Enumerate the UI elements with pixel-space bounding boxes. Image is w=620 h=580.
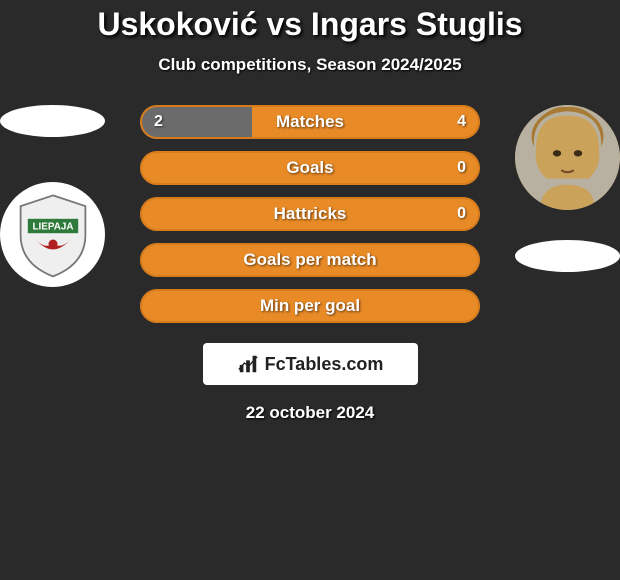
stat-bar: Goals per match [140, 243, 480, 277]
stat-bar: Goals 0 [140, 151, 480, 185]
stat-bar: Matches 2 4 [140, 105, 480, 139]
right-player-col [490, 105, 620, 272]
page-title: Uskoković vs Ingars Stuglis [0, 6, 620, 43]
left-player-name-pill [0, 105, 105, 137]
stat-bar: Min per goal [140, 289, 480, 323]
svg-text:LIEPAJA: LIEPAJA [32, 221, 73, 232]
right-player-avatar [515, 105, 620, 210]
stat-label: Matches [276, 112, 344, 132]
right-player-name-pill [515, 240, 620, 272]
date-label: 22 october 2024 [246, 403, 375, 423]
stat-value-right: 0 [457, 205, 466, 223]
stat-label: Goals [286, 158, 333, 178]
stat-bar: Hattricks 0 [140, 197, 480, 231]
bar-chart-icon [237, 353, 259, 375]
stat-value-right: 0 [457, 159, 466, 177]
club-badge-icon: LIEPAJA [8, 190, 98, 280]
stats-column: Matches 2 4 Goals 0 Hattricks 0 Goals per match… [130, 105, 490, 423]
main-row: LIEPAJA Matches 2 4 Goals 0 Hattricks 0 Goals p… [0, 105, 620, 423]
stat-label: Hattricks [274, 204, 347, 224]
left-player-col: LIEPAJA [0, 105, 130, 287]
player-photo-icon [515, 105, 620, 210]
subtitle: Club competitions, Season 2024/2025 [0, 55, 620, 75]
left-club-badge: LIEPAJA [0, 182, 105, 287]
comparison-card: Uskoković vs Ingars Stuglis Club competi… [0, 0, 620, 423]
fctables-logo[interactable]: FcTables.com [203, 343, 418, 385]
stat-label: Min per goal [260, 296, 360, 316]
stat-label: Goals per match [243, 250, 376, 270]
stat-value-right: 4 [457, 113, 466, 131]
logo-text: FcTables.com [265, 354, 384, 375]
stat-value-left: 2 [154, 113, 163, 131]
